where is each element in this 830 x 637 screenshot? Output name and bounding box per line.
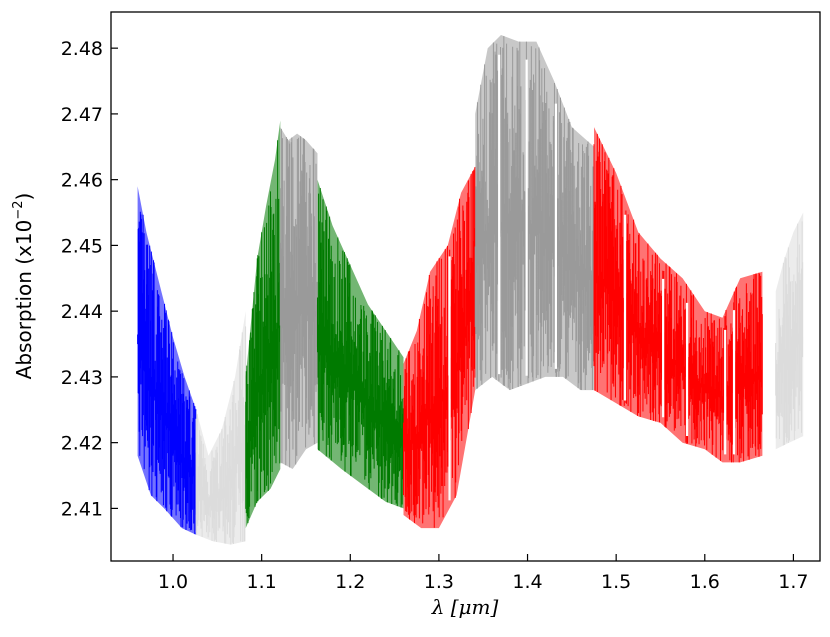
x-tick-label-7: 1.7 [778, 571, 808, 593]
data-bands [137, 35, 804, 545]
band-7-spectrum [474, 36, 594, 391]
x-tick-label-0: 1.0 [158, 571, 188, 593]
band-1 [137, 186, 197, 535]
y-tick-label-1: 2.42 [61, 433, 103, 455]
x-axis: 1.0 1.1 1.2 1.3 1.4 1.5 1.6 1.7 [158, 554, 809, 593]
x-tick-label-2: 1.2 [335, 571, 365, 593]
y-axis-label-exponent: −2 [11, 200, 26, 219]
band-1-spectrum [137, 211, 197, 535]
band-9-spectrum [775, 221, 804, 446]
band-9 [775, 212, 804, 450]
band-5 [317, 179, 404, 509]
y-tick-label-7: 2.48 [61, 38, 103, 60]
band-3 [245, 120, 281, 529]
x-tick-label-3: 1.3 [424, 571, 454, 593]
y-axis-label-close: ) [12, 193, 36, 201]
band-7 [474, 35, 594, 391]
band-6 [402, 166, 476, 529]
x-tick-label-5: 1.5 [601, 571, 631, 593]
band-4-spectrum [279, 128, 318, 468]
y-tick-label-3: 2.44 [61, 301, 103, 323]
x-axis-label: λ [μm] [431, 595, 499, 619]
y-tick-label-5: 2.46 [61, 170, 103, 192]
x-tick-label-4: 1.4 [512, 571, 542, 593]
y-axis: 2.41 2.42 2.43 2.44 2.45 2.46 2.47 2.48 [61, 38, 118, 520]
x-tick-label-1: 1.1 [247, 571, 277, 593]
band-2 [195, 311, 247, 545]
y-tick-label-6: 2.47 [61, 104, 103, 126]
band-5-spectrum [317, 188, 404, 508]
plot-frame [110, 11, 821, 562]
band-3-spectrum [245, 140, 281, 524]
y-tick-label-0: 2.41 [61, 498, 103, 520]
band-gaps [448, 54, 736, 501]
band-6-spectrum [402, 167, 476, 528]
band-2-spectrum [195, 326, 247, 545]
y-axis-label-main: Absorption (x10 [12, 220, 36, 380]
band-4 [279, 127, 318, 469]
y-axis-label: Absorption (x10−2) [11, 193, 36, 380]
y-tick-label-2: 2.43 [61, 367, 103, 389]
band-8 [593, 127, 763, 463]
x-tick-label-6: 1.6 [690, 571, 720, 593]
y-tick-label-4: 2.45 [61, 235, 103, 257]
